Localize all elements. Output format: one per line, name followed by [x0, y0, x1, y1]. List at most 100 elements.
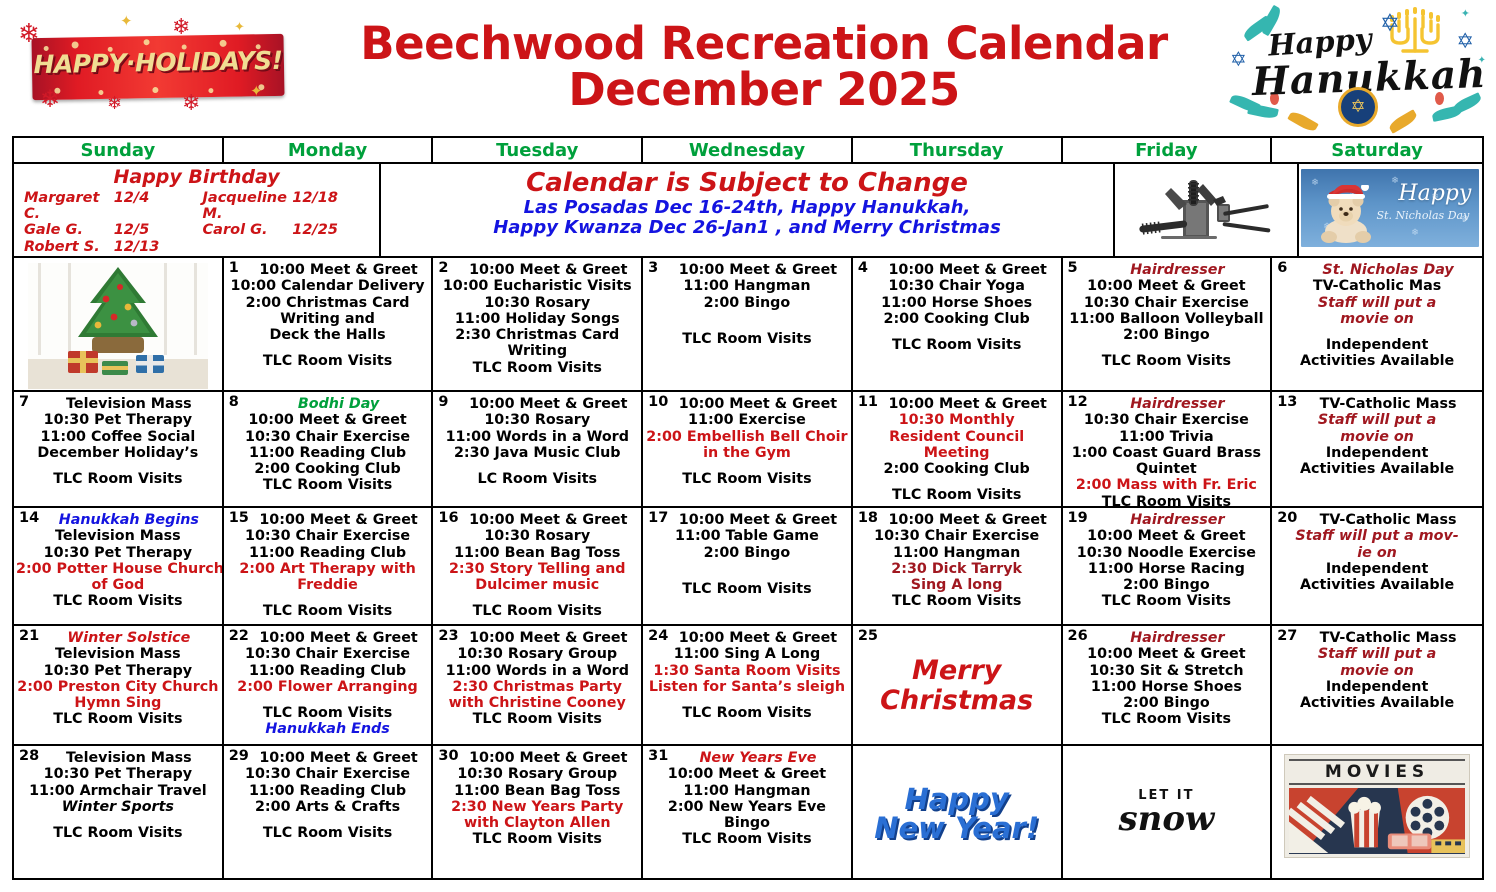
event-line: TLC Room Visits	[262, 825, 393, 842]
leaf-icon	[1387, 108, 1419, 134]
notice-line-2: Las Posadas Dec 16-24th, Happy Hanukkah,	[523, 196, 971, 218]
calendar-day-cell[interactable]: 28 Television Mass 10:30 Pet Therapy 11:00 …	[14, 746, 224, 880]
event-line: Independent	[1325, 560, 1429, 577]
calendar-day-cell[interactable]: 23 10:00 Meet & Greet 10:30 Rosary Group 11…	[433, 626, 644, 746]
event-line: Activities Available	[1299, 353, 1455, 370]
event-line: 2:30 New Years Party	[451, 798, 624, 815]
day-number: 22	[228, 628, 249, 644]
day-header-label: Wednesday	[688, 139, 806, 161]
calendar-day-cell[interactable]: 9 10:00 Meet & Greet 10:30 Rosary 11:00 Wor…	[433, 392, 644, 508]
event-spacer	[435, 461, 639, 471]
event-line: Staff will put a	[1317, 646, 1437, 663]
merry-christmas-line-2: Christmas	[880, 684, 1034, 716]
calendar-day-cell[interactable]: 10 10:00 Meet & Greet 11:00 Exercise 2:00 E…	[643, 392, 853, 508]
event-line: 2:00 Arts & Crafts	[254, 798, 401, 815]
day-header-label: Sunday	[80, 139, 156, 161]
event-line: 11:00 Table Game	[675, 528, 819, 545]
calendar-day-cell[interactable]: 21 Winter Solstice Television Mass 10:30 Pe…	[14, 626, 224, 746]
day-number: 15	[228, 510, 249, 526]
event-line: TLC Room Visits	[53, 471, 183, 488]
calendar-day-cell[interactable]: 11 10:00 Meet & Greet 10:30 Monthly Residen…	[852, 392, 1063, 508]
calendar-day-cell[interactable]: 5 Hairdresser 10:00 Meet & Greet 10:30 Chai…	[1062, 258, 1273, 392]
calendar-day-cell[interactable]: 2 10:00 Meet & Greet 10:00 Eucharistic Vis…	[433, 258, 644, 392]
calendar-day-cell[interactable]: 31 New Years Eve 10:00 Meet & Greet 11:00 H…	[643, 746, 853, 880]
event-line: 10:00 Meet & Greet	[248, 412, 407, 429]
calendar-day-cell[interactable]: 24 10:00 Meet & Greet 11:00 Sing A Long 1:3…	[643, 626, 853, 746]
calendar-day-cell[interactable]: 29 10:00 Meet & Greet 10:30 Chair Exercise…	[224, 746, 434, 880]
calendar-day-cell[interactable]: 20 TV-Catholic Mass Staff will put a mov-i…	[1272, 508, 1482, 626]
calendar-day-cell[interactable]: 22 10:00 Meet & Greet 10:30 Chair Exercise…	[223, 626, 434, 746]
calendar-day-cell[interactable]: 15 10:00 Meet & Greet 10:30 Chair Exercise…	[223, 508, 434, 626]
event-line: 10:00 Meet & Greet	[259, 262, 418, 278]
day-number: 16	[438, 510, 459, 526]
calendar-day-cell[interactable]: LET IT snow	[1063, 746, 1273, 880]
calendar-grid: Sunday Monday Tuesday Wednesday Thursday…	[12, 136, 1484, 880]
event-line: 2:00 Mass with Fr. Eric	[1075, 477, 1257, 494]
leaf-icon	[1431, 104, 1463, 122]
star-icon: ✦	[120, 13, 133, 30]
calendar-day-cell[interactable]: 16 10:00 Meet & Greet 10:30 Rosary 11:00 Be…	[433, 508, 644, 626]
calendar-day-cell[interactable]: 3 10:00 Meet & Greet 11:00 Hangman 2:00 Bin…	[643, 258, 853, 392]
event-line: 11:00 Reading Club	[248, 662, 407, 679]
calendar-day-cell[interactable]: 30 10:00 Meet & Greet 10:30 Rosary Group 11…	[433, 746, 644, 880]
event-line: 10:30 Chair Exercise	[874, 528, 1040, 545]
event-line: 2:00 Bingo	[1123, 327, 1210, 344]
event-line: 10:30 Rosary	[484, 294, 591, 311]
event-line: TV-Catholic Mass	[1319, 630, 1457, 646]
event-line: 10:00 Meet & Greet	[888, 396, 1047, 412]
event-line: 1:00 Coast Guard Brass	[1071, 444, 1261, 461]
day-events: Hanukkah Begins Television Mass 10:30 Pet …	[16, 510, 222, 610]
calendar-day-cell[interactable]: 18 10:00 Meet & Greet 10:30 Chair Exercise…	[852, 508, 1063, 626]
event-line: 10:00 Meet & Greet	[1087, 528, 1246, 545]
calendar-day-cell[interactable]: 12 Hairdresser 10:30 Chair Exercise 11:00 T…	[1062, 392, 1273, 508]
day-number: 12	[1067, 394, 1088, 410]
calendar-day-cell[interactable]: 25 Merry Christmas	[852, 626, 1063, 746]
event-spacer	[855, 327, 1059, 337]
day-number: 10	[648, 394, 669, 410]
event-line: 10:30 Pet Therapy	[43, 412, 193, 429]
calendar-day-cell[interactable]: 14 Hanukkah Begins Television Mass 10:30 Pe…	[14, 508, 224, 626]
snow-text: snow	[1118, 799, 1215, 839]
calendar-day-cell[interactable]: 13 TV-Catholic Mass Staff will put a movie …	[1272, 392, 1482, 508]
calendar-day-cell[interactable]	[14, 258, 224, 392]
calendar-day-cell[interactable]: 19 Hairdresser 10:00 Meet & Greet 10:30 Noo…	[1062, 508, 1273, 626]
birthday-date: 12/18	[292, 189, 338, 206]
calendar-day-cell[interactable]: 26 Hairdresser 10:00 Meet & Greet 10:30 Sit…	[1062, 626, 1273, 746]
calendar-day-cell[interactable]: Happy New Year!	[853, 746, 1063, 880]
calendar-day-cell[interactable]: 6 St. Nicholas Day TV-Catholic Mas Staff wi…	[1272, 258, 1482, 392]
event-line: TLC Room Visits	[53, 825, 183, 842]
event-line: 10:00 Meet & Greet	[678, 630, 838, 646]
snowflake-icon: ❄	[172, 14, 191, 39]
event-line: TLC Room Visits	[682, 580, 812, 597]
day-events: 10:00 Meet & Greet 10:30 Chair Exercise 11…	[855, 510, 1059, 610]
snowflake-icon: ❄	[1431, 191, 1439, 201]
calendar-day-cell[interactable]: 7 Television Mass 10:30 Pet Therapy 11:00 C…	[14, 392, 224, 508]
calendar-day-cell[interactable]: 4 10:00 Meet & Greet 10:30 Chair Yoga 11:00…	[852, 258, 1063, 392]
day-number: 6	[1277, 260, 1288, 276]
event-line: 2:00 Bingo	[703, 294, 791, 311]
event-line: Staff will put a mov-	[1295, 528, 1459, 545]
calendar-day-cell[interactable]: 1 10:00 Meet & Greet 10:00 Calendar Delive…	[223, 258, 434, 392]
day-header-saturday: Saturday	[1272, 138, 1482, 164]
event-line: Resident Council	[889, 428, 1025, 445]
day-number: 23	[438, 628, 459, 644]
event-line: TLC Room Visits	[472, 359, 602, 376]
event-line: 10:00 Meet & Greet	[1087, 646, 1246, 663]
calendar-day-cell[interactable]: 27 TV-Catholic Mass Staff will put a movie …	[1272, 626, 1482, 746]
calendar-day-cell[interactable]: 8 Bodhi Day 10:00 Meet & Greet 10:30 Chair …	[223, 392, 434, 508]
day-of-week-header-row: Sunday Monday Tuesday Wednesday Thursday…	[14, 138, 1482, 164]
event-line: TV-Catholic Mass	[1319, 396, 1457, 412]
event-line: LC Room Visits	[477, 471, 598, 488]
day-header-wednesday: Wednesday	[643, 138, 853, 164]
event-line: 10:30 Sit & Stretch	[1089, 662, 1244, 679]
event-line: December Holiday’s	[37, 444, 199, 461]
day-number: 18	[857, 510, 878, 526]
calendar-day-cell[interactable]: 17 10:00 Meet & Greet 11:00 Table Game 2:00…	[643, 508, 853, 626]
calendar-day-cell[interactable]: MOVIES	[1272, 746, 1482, 880]
merry-christmas-line-1: Merry	[911, 655, 1002, 687]
day-number: 5	[1067, 260, 1078, 276]
event-line: 10:30 Rosary Group	[457, 646, 618, 663]
snowflake-icon: ❄	[1461, 213, 1469, 223]
birthday-entry: Robert S. 12/13	[18, 239, 375, 255]
day-number: 20	[1277, 510, 1298, 526]
